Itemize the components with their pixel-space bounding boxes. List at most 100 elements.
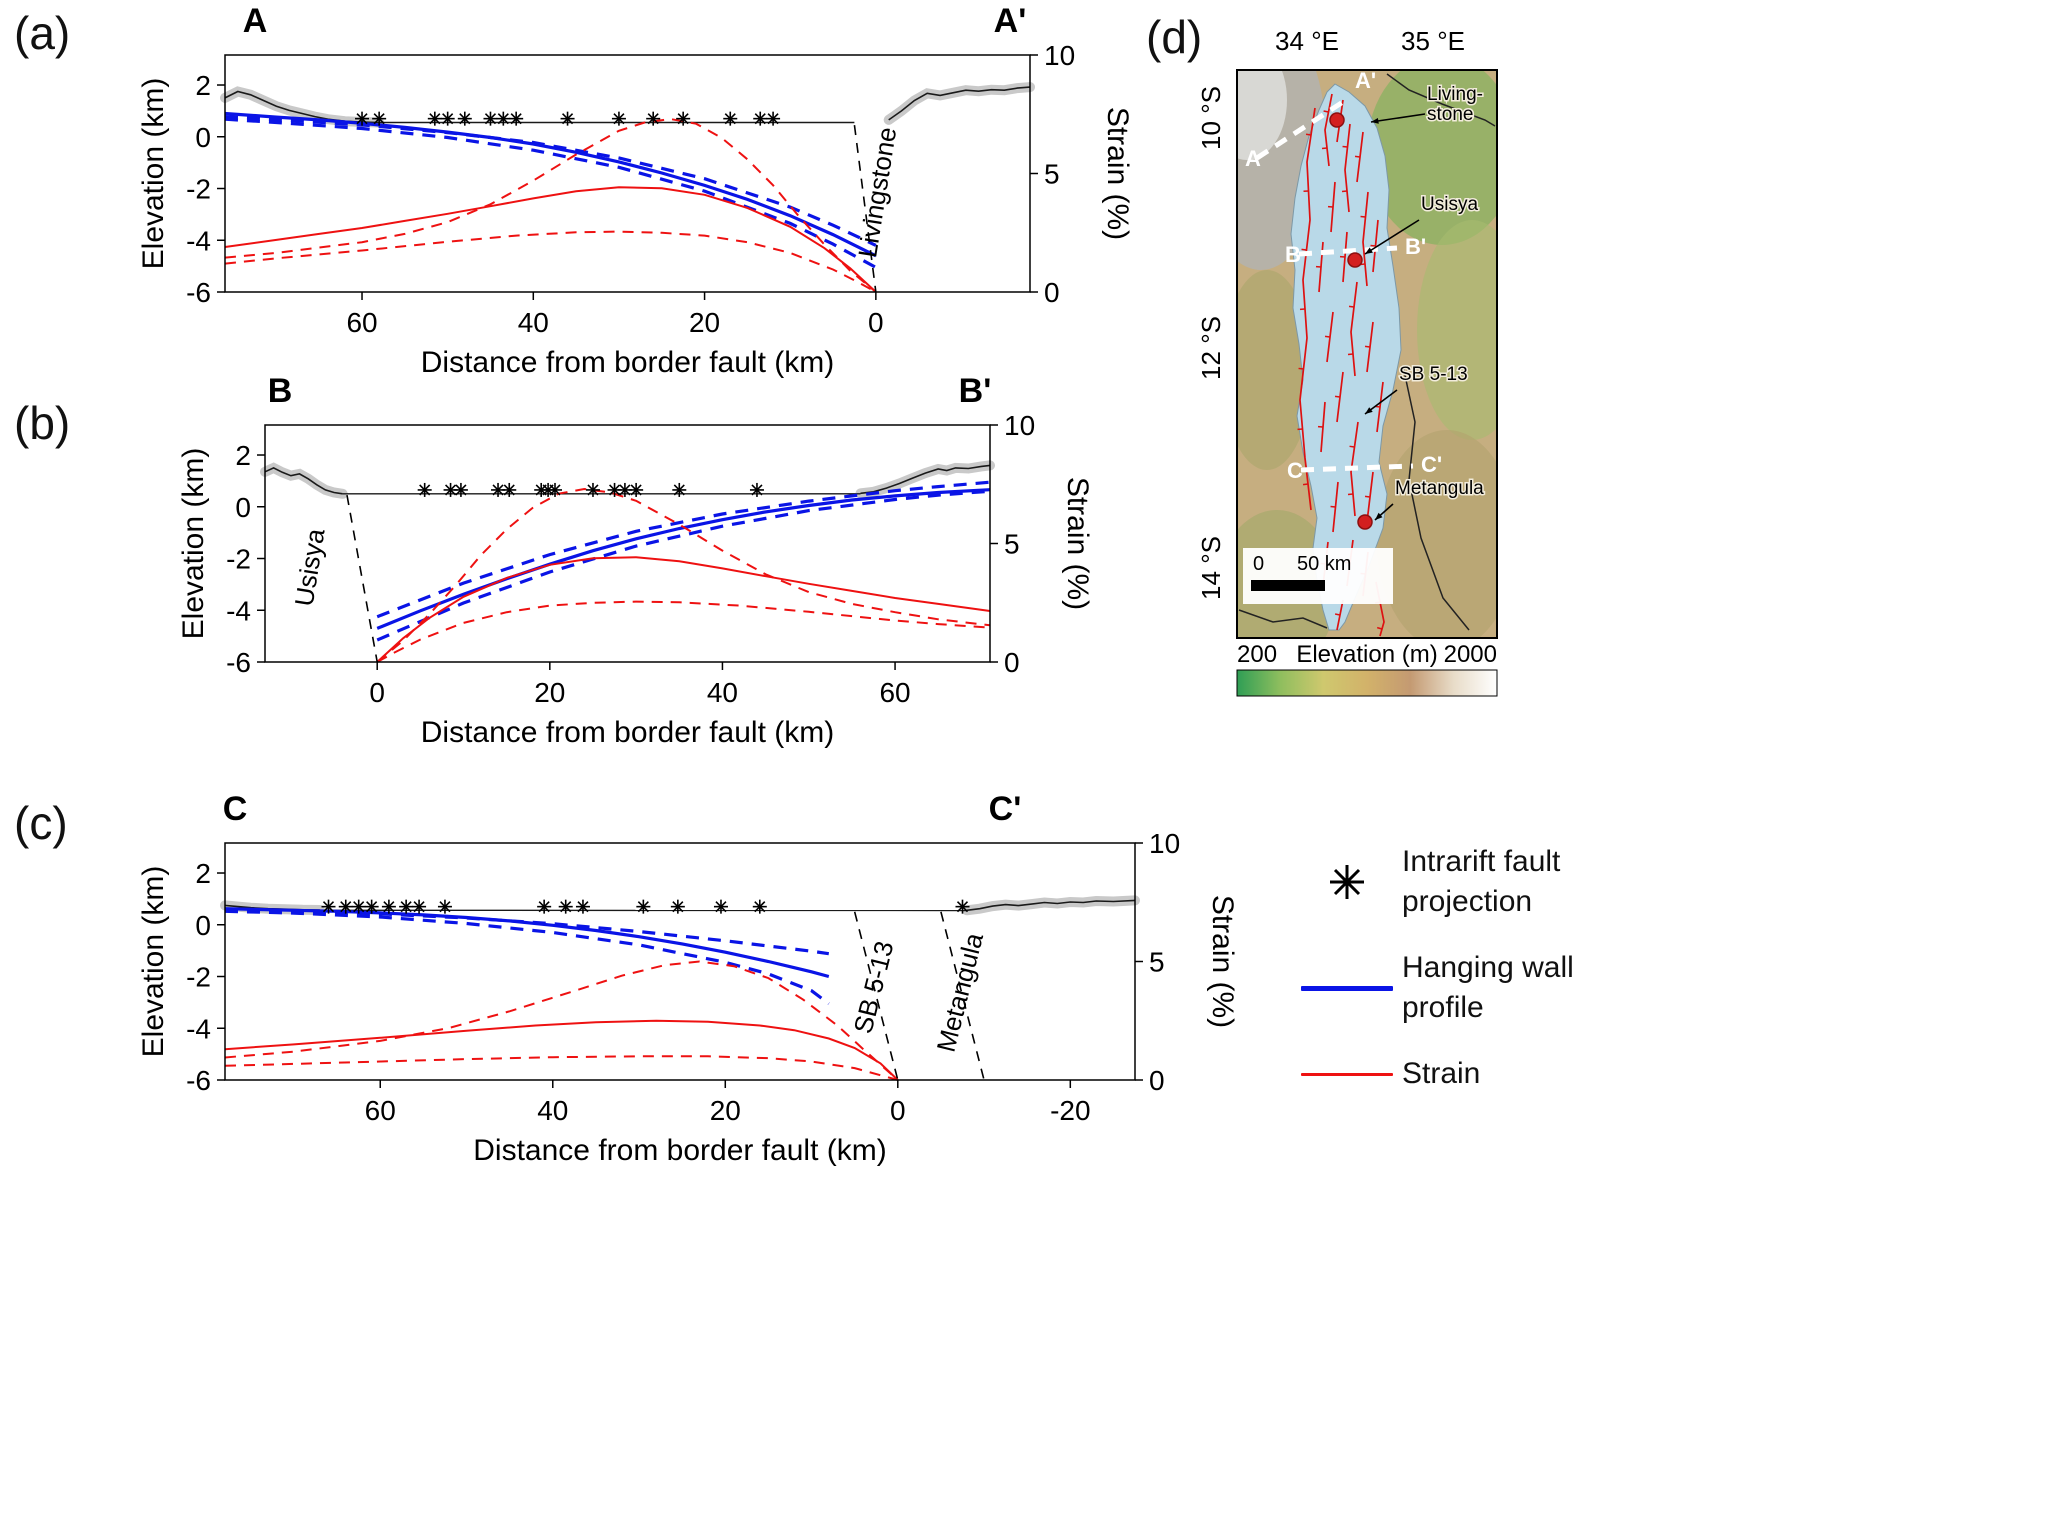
strain-tick-label: 10 [1149,828,1180,859]
elevation-tick-label: -2 [186,962,211,993]
longitude-label: 35 °E [1401,26,1465,56]
fault-tick [1334,395,1341,398]
intrarift-fault-marker [457,111,472,126]
x-axis-label: Distance from border fault (km) [421,346,834,379]
intrarift-fault-marker [355,111,370,126]
fault-tick [1342,145,1348,148]
x-tick-label: 40 [707,677,738,708]
border-fault-label: Livingstone [852,125,902,260]
border-fault-label: SB 5-13 [848,938,900,1036]
asterisk-icon [1330,865,1364,899]
panel-label-d: (d) [1146,11,1203,63]
country-border [1386,73,1496,127]
intrarift-fault-marker [509,111,524,126]
intrarift-fault-marker [338,899,353,914]
map-site-label: Living- [1427,84,1483,105]
colorbar-max-label: 2000 [1444,641,1497,668]
hanging-wall-lower [376,489,991,642]
arrow-head-icon [1365,407,1373,414]
intrarift-fault-marker [558,899,573,914]
x-tick-label: 0 [369,677,385,708]
sample-site-dot [1357,514,1373,530]
fault-tick [1324,335,1331,338]
fault-tick [1364,495,1371,498]
scale-zero-label: 0 [1253,553,1264,575]
plot-frame [224,842,1136,1081]
legend-label-line: Strain [1402,1057,1481,1090]
annotation-arrow [1364,219,1420,255]
transect-start-label: B [268,372,293,410]
strain-lower [224,1055,899,1081]
latitude-label: 12 °S [1196,316,1226,380]
elevation-tick-label: 0 [235,492,251,523]
x-tick-label: 20 [689,307,720,338]
elevation-tick-label: -2 [186,174,211,205]
intrarift-fault-marker [585,482,600,497]
panel-label-c: (c) [14,797,68,849]
topography-east [888,86,1031,121]
fault-trace [1350,281,1358,377]
country-border [1402,365,1470,631]
intrarift-fault-marker [364,899,379,914]
x-tick-label: 0 [868,307,884,338]
fault-tick [1349,445,1355,448]
strain-solid [376,556,991,663]
strain-tick-label: 5 [1149,947,1165,978]
lake-malawi [1290,83,1402,631]
intrarift-fault-marker [753,111,768,126]
fault-trace [1324,93,1333,167]
elevation-tick-label: -4 [186,225,211,256]
strain-tick-label: 10 [1004,410,1035,441]
sample-site-dot [1347,252,1363,268]
intrarift-fault-marker [412,899,427,914]
transect-line [1298,245,1398,257]
intrarift-fault-marker [440,111,455,126]
elevation-tick-label: 0 [195,910,211,941]
strain-line-icon [1301,1072,1393,1076]
intrarift-fault-marker [749,482,764,497]
fault-tick [1348,305,1355,308]
annotation-arrow [1370,113,1426,123]
intrarift-fault-marker [670,899,685,914]
x-tick-label: 60 [879,677,910,708]
transect-end-label: A' [994,2,1027,40]
arrow-head-icon [1371,118,1379,124]
intrarift-fault-markers [417,482,764,497]
intrarift-fault-marker [611,111,626,126]
legend-label-line: Intrarift fault [1402,845,1561,878]
strain-solid [224,1019,899,1081]
elevation-tick-label: 2 [195,70,211,101]
hanging-wall-upper [224,115,877,247]
border-fault-label: Metangula [931,929,990,1055]
country-border [1238,609,1328,629]
strain-axis-label: Strain (%) [1101,107,1134,240]
strain-solid [224,186,877,293]
elevation-tick-label: -6 [186,1065,211,1096]
fault-tick [1305,133,1312,136]
fault-trace [1362,191,1369,287]
intrarift-fault-marker [560,111,575,126]
strain-lower [376,600,991,663]
intrarift-fault-marker [672,482,687,497]
x-tick-label: 20 [710,1095,741,1126]
intrarift-fault-marker [496,111,511,126]
intrarift-fault-marker [381,899,396,914]
x-tick-label: 60 [365,1095,396,1126]
intrarift-fault-marker [399,899,414,914]
border-fault-line [346,494,378,663]
elevation-axis-label: Elevation (km) [177,448,210,640]
fault-tick [1323,110,1329,113]
colorbar-title: Elevation (m) [1296,641,1437,668]
map-panel: 34 °E 35 °E 10 °S 12 °S 14 °S A A' B B' C C' Living… [1196,26,1498,697]
elevation-tick-label: -6 [186,277,211,308]
intrarift-fault-marker [646,111,661,126]
hanging-wall-lower [224,117,877,269]
intrarift-fault-markers [355,111,781,126]
scale-bar-box [1243,548,1393,604]
arrow-head-icon [1365,247,1373,254]
